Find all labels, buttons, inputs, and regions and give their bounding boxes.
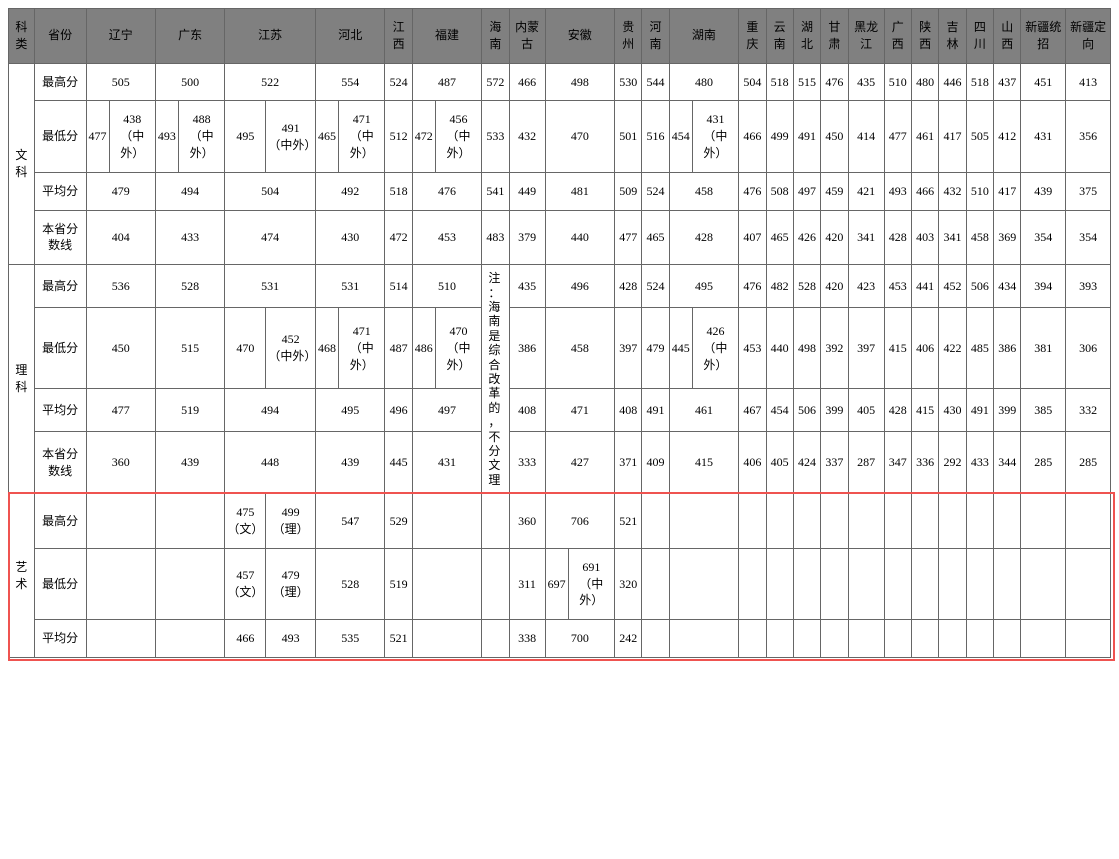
col-xinjiang1: 新疆统招 [1021, 9, 1066, 64]
col-jiangxi: 江西 [385, 9, 412, 64]
row-label: 最低分 [34, 548, 86, 619]
col-guizhou: 贵州 [615, 9, 642, 64]
cat-yishu: 艺术 [9, 494, 35, 658]
col-gansu: 甘肃 [821, 9, 848, 64]
col-category: 科类 [9, 9, 35, 64]
row-label: 本省分数线 [34, 432, 86, 494]
col-neimeng: 内蒙古 [509, 9, 545, 64]
ys-zd-row: 最低分 457（文） 479（理） 528 519 311 697 691（中外… [9, 548, 1111, 619]
col-fujian: 福建 [412, 9, 481, 64]
col-yunnan: 云南 [766, 9, 793, 64]
col-sichuan: 四川 [966, 9, 993, 64]
lk-zg-row: 理科 最高分 536 528 531 531 514 510 注：海南是综合改革… [9, 265, 1111, 308]
lk-bs-row: 本省分数线 360 439 448 439 445 431 333 427 37… [9, 432, 1111, 494]
col-hebei: 河北 [316, 9, 385, 64]
row-label: 本省分数线 [34, 210, 86, 265]
ys-zg-row: 艺术 最高分 475（文） 499（理） 547 529 360 706 521 [9, 494, 1111, 549]
col-hainan: 海南 [482, 9, 509, 64]
col-hubei: 湖北 [793, 9, 820, 64]
row-label: 最高分 [34, 494, 86, 549]
ys-pj-row: 平均分 466 493 535 521 338 700 242 [9, 620, 1111, 658]
row-label: 最高分 [34, 265, 86, 308]
col-shanxi: 山西 [994, 9, 1021, 64]
wk-bs-row: 本省分数线 404 433 474 430 472 453 483 379 44… [9, 210, 1111, 265]
lk-zd-row: 最低分 450 515 470 452（中外） 468 471（中外） 487 … [9, 308, 1111, 389]
wk-pj-row: 平均分 479 494 504 492 518 476 541 449 481 … [9, 172, 1111, 210]
col-jilin: 吉林 [939, 9, 966, 64]
col-anhui: 安徽 [545, 9, 614, 64]
hainan-note: 注：海南是综合改革的，不分文理 [482, 265, 509, 494]
wk-zg-row: 文科 最高分 505 500 522 554 524 487 572 466 4… [9, 63, 1111, 101]
cat-wenke: 文科 [9, 63, 35, 265]
col-province: 省份 [34, 9, 86, 64]
col-guangdong: 广东 [155, 9, 224, 64]
col-xinjiang2: 新疆定向 [1066, 9, 1111, 64]
col-jiangsu: 江苏 [225, 9, 316, 64]
scores-table: 科类 省份 辽宁 广东 江苏 河北 江西 福建 海南 内蒙古 安徽 贵州 河南 … [8, 8, 1111, 658]
cat-like: 理科 [9, 265, 35, 494]
wk-zd-row: 最低分 477 438（中外） 493 488（中外） 495 491（中外） … [9, 101, 1111, 172]
col-shaanxi: 陕西 [911, 9, 938, 64]
row-label: 平均分 [34, 389, 86, 432]
row-label: 最高分 [34, 63, 86, 101]
row-label: 平均分 [34, 620, 86, 658]
lk-pj-row: 平均分 477 519 494 495 496 497 408 471 408 … [9, 389, 1111, 432]
col-henan: 河南 [642, 9, 669, 64]
col-guangxi: 广西 [884, 9, 911, 64]
header-row: 科类 省份 辽宁 广东 江苏 河北 江西 福建 海南 内蒙古 安徽 贵州 河南 … [9, 9, 1111, 64]
col-hunan: 湖南 [669, 9, 738, 64]
col-liaoning: 辽宁 [86, 9, 155, 64]
col-heilongjiang: 黑龙江 [848, 9, 884, 64]
col-chongqing: 重庆 [739, 9, 766, 64]
row-label: 平均分 [34, 172, 86, 210]
row-label: 最低分 [34, 308, 86, 389]
row-label: 最低分 [34, 101, 86, 172]
